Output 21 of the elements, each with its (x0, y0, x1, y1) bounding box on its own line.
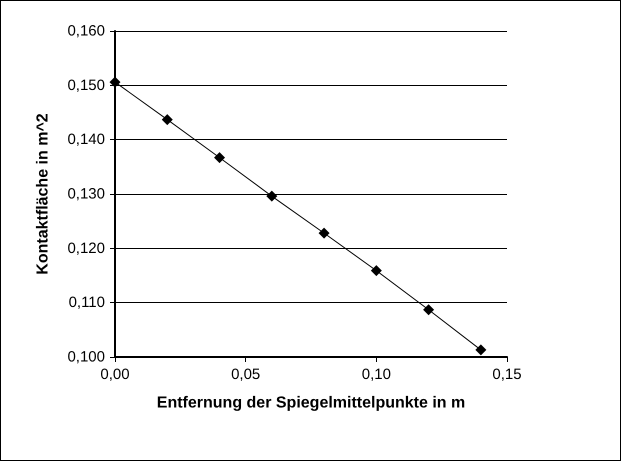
y-axis-title: Kontaktfläche in m^2 (34, 113, 52, 275)
y-tick-label: 0,100 (67, 348, 105, 366)
point (475, 344, 486, 356)
point (370, 265, 382, 276)
y-tick-label: 0,120 (67, 240, 105, 257)
y-tick-label: 0,110 (68, 294, 105, 312)
x-tick-label: 0,10 (362, 366, 391, 383)
point (266, 190, 278, 202)
point (214, 152, 226, 164)
y-tick-label: 0,140 (67, 131, 105, 148)
point (110, 76, 120, 88)
x-tick-label: 0,00 (100, 366, 130, 383)
y-tick-label: 0,160 (67, 22, 105, 40)
point (318, 228, 330, 239)
y-tick-label: 0,130 (67, 186, 105, 202)
x-tick-label: 0,15 (492, 366, 522, 383)
point (162, 114, 173, 126)
point (423, 304, 434, 316)
x-tick-label: 0,05 (231, 366, 260, 383)
x-axis-title: Entfernung der Spiegelmittelpunkte in m (156, 394, 466, 412)
y-tick-label: 0,150 (67, 76, 105, 94)
